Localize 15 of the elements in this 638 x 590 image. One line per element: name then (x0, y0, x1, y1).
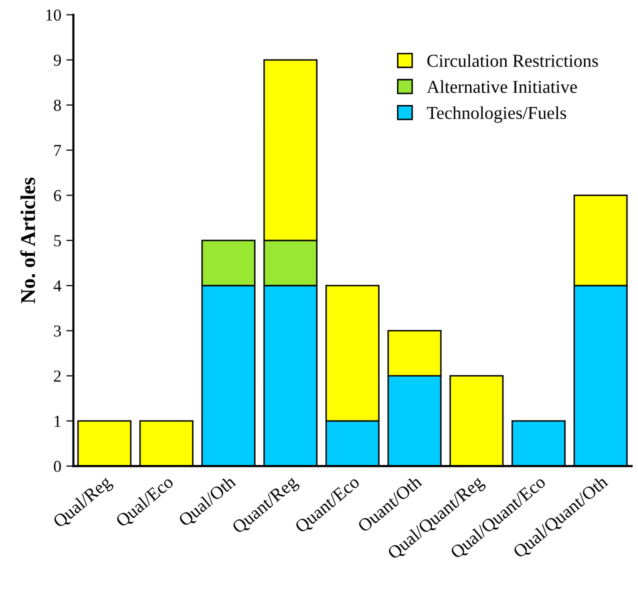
y-tick-label: 7 (54, 145, 62, 156)
y-tick-label: 10 (46, 9, 61, 21)
legend-label: Alternative Initiative (426, 80, 577, 93)
y-tick-label: 1 (54, 416, 61, 427)
y-tick-label: 9 (54, 54, 61, 66)
y-tick-label: 0 (54, 460, 61, 472)
y-axis-title: No. of Articles (20, 178, 36, 304)
y-tick-label: 8 (54, 100, 61, 111)
y-tick-label: 6 (54, 190, 62, 202)
y-tick-label: 3 (54, 325, 61, 337)
y-tick-label: 2 (54, 370, 61, 382)
y-tick-label: 4 (54, 280, 62, 292)
legend-label: Circulation Restrictions (427, 54, 598, 67)
y-tick-label: 5 (54, 235, 61, 246)
legend-label: Technologies/Fuels (426, 106, 566, 123)
